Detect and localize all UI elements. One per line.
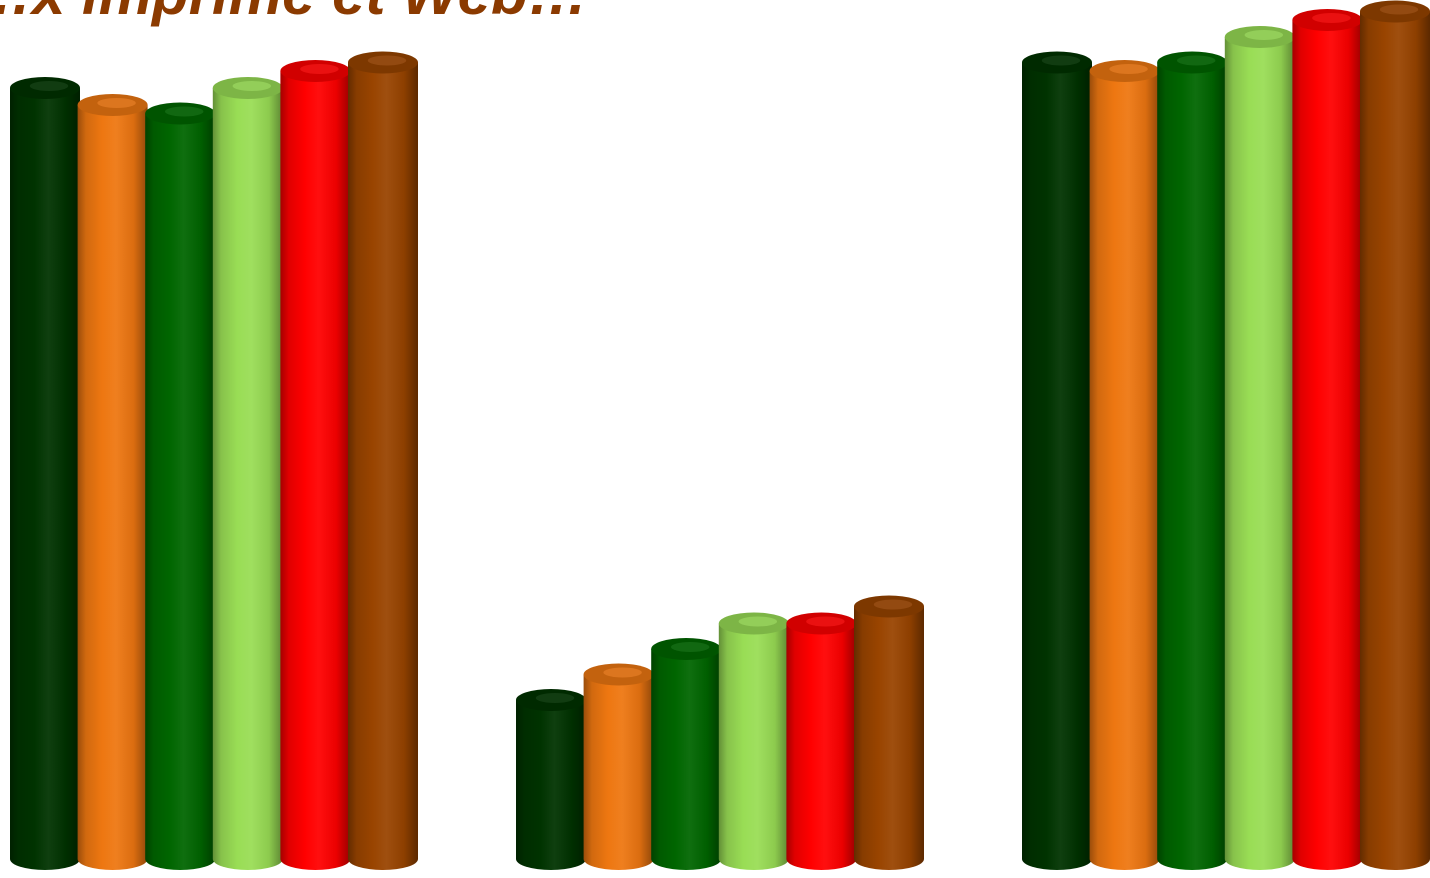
cylinder-cap-highlight — [1176, 55, 1216, 66]
bar-group-1-series-3 — [145, 102, 216, 870]
bar-group-3-series-5 — [1292, 9, 1363, 870]
cylinder-cap-highlight — [738, 616, 778, 627]
cylinder-cap-highlight — [670, 642, 710, 652]
cylinder-body — [516, 700, 586, 870]
bar-group-3-series-1 — [1022, 51, 1092, 870]
cylinder-cap-highlight — [164, 106, 204, 117]
bar-group-1 — [10, 51, 418, 870]
bar-group-1-series-5 — [280, 60, 351, 870]
cylinder-body — [145, 113, 216, 870]
cylinder-cap-highlight — [1244, 30, 1284, 40]
bar-group-3-series-3 — [1157, 51, 1228, 870]
bar-group-2-series-1 — [516, 689, 586, 870]
cylinder-body — [10, 88, 80, 870]
bar-group-1-series-2 — [77, 94, 148, 870]
bar-group-2-series-6 — [854, 595, 924, 870]
cylinder-cap-highlight — [300, 64, 339, 74]
bars-layer — [10, 0, 1430, 870]
bar-group-3-series-6 — [1360, 0, 1430, 870]
cylinder-body — [1089, 71, 1160, 870]
cylinder-body — [280, 71, 351, 870]
cylinder-body — [1360, 11, 1430, 870]
cylinder-cap-highlight — [29, 81, 69, 91]
cylinder-body — [1224, 37, 1295, 870]
cylinder-cap-highlight — [535, 693, 575, 703]
cylinder-cap-highlight — [97, 98, 136, 108]
bar-group-1-series-4 — [212, 77, 283, 870]
bar-group-3-series-4 — [1224, 26, 1295, 870]
cylinder-body — [77, 105, 148, 870]
chart-title: …x imprimé et Web… — [0, 0, 588, 24]
bar-group-1-series-6 — [348, 51, 418, 870]
cylinder-cap-highlight — [603, 667, 642, 678]
bar-group-1-series-1 — [10, 77, 80, 870]
cylinder-body — [1157, 62, 1228, 870]
cylinder-body — [1022, 62, 1092, 870]
cylinder-body — [718, 623, 789, 870]
bar-group-2 — [516, 595, 924, 870]
cylinder-body — [1292, 20, 1363, 870]
cylinder-body — [651, 649, 722, 870]
cylinder-cap-highlight — [1312, 13, 1351, 23]
cylinder-body — [212, 88, 283, 870]
cylinder-cap-highlight — [1109, 64, 1148, 74]
bar-group-2-series-5 — [786, 612, 857, 870]
bar-group-3 — [1022, 0, 1430, 870]
cylinder-body — [583, 674, 654, 870]
cylinder-cap-highlight — [232, 81, 272, 91]
cylinder-cap-highlight — [873, 599, 913, 610]
cylinder-body — [854, 606, 924, 870]
cylinder-body — [786, 623, 857, 870]
bar-group-2-series-3 — [651, 638, 722, 870]
bar-group-3-series-2 — [1089, 60, 1160, 870]
cylinder-cap-highlight — [367, 55, 407, 66]
cylinder-cap-highlight — [1379, 4, 1419, 15]
bar-group-2-series-4 — [718, 612, 789, 870]
cylinder-body — [348, 62, 418, 870]
bar-group-2-series-2 — [583, 663, 654, 870]
cylinder-cap-highlight — [1041, 55, 1081, 66]
cylinder-cap-highlight — [806, 616, 845, 627]
